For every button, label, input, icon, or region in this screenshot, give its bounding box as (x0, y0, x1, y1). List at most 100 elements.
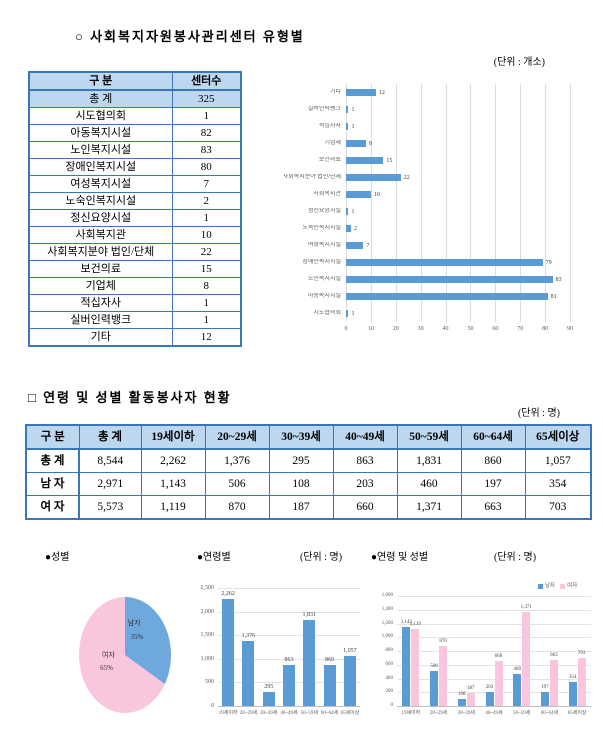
x-tick-label: 60 (492, 326, 499, 332)
bar (540, 692, 549, 706)
bar (323, 665, 336, 706)
category-label: 30~39세 (457, 711, 475, 716)
x-tick-label: 90 (567, 326, 573, 332)
category-label: 시도협의회 (313, 310, 341, 316)
table-cell: 860 (460, 448, 526, 473)
table-cell: 82 (171, 124, 242, 142)
value-label: 863 (284, 657, 294, 664)
x-tick-label: 70 (517, 326, 524, 332)
value-label: 8 (368, 140, 372, 147)
table-cell: 정신요양시설 (28, 209, 173, 227)
value-label: 460 (513, 667, 521, 673)
table-cell: 1,143 (140, 472, 206, 496)
x-tick-label: 50 (467, 326, 474, 332)
y-tick-label: 600 (385, 661, 394, 667)
value-label: 7 (366, 242, 370, 249)
gridline (397, 664, 591, 666)
bar (303, 619, 316, 706)
gender-pie-chart: 남자 35% 여자 65% (79, 597, 171, 713)
table-cell: 노숙인복지시설 (28, 192, 173, 210)
pie-slice-value: 35% (130, 633, 144, 642)
category-label: 40~49세 (280, 711, 298, 716)
category-label: 50~59세 (513, 711, 531, 716)
value-label: 83 (555, 276, 562, 283)
gridline (397, 678, 591, 680)
table-row: 보건의료 15 (28, 260, 242, 278)
x-tick-label: 20 (392, 326, 399, 332)
table-cell: 203 (332, 472, 398, 496)
y-tick-label: 0 (390, 703, 394, 708)
bar (457, 698, 466, 706)
table-row: 아동복지시설 82 (28, 124, 242, 142)
value-label: 660 (494, 653, 503, 659)
bar (549, 660, 558, 706)
value-label: 197 (541, 685, 549, 691)
legend-swatch (538, 584, 543, 590)
table-cell: 703 (524, 495, 592, 520)
bar (346, 174, 401, 181)
table-cell: 여성복지시설 (28, 175, 173, 193)
table-row: 정신요양시설 1 (28, 209, 242, 227)
bar (346, 208, 349, 215)
section1-unit-note: (단위 : 개소) (493, 57, 545, 68)
bar (402, 627, 411, 706)
category-label: 노숙인복지시설 (302, 225, 341, 231)
legend-swatch (560, 584, 566, 590)
value-label: 203 (485, 685, 494, 691)
table-cell: 354 (524, 472, 592, 496)
bar (222, 599, 235, 706)
column-header: 65세이상 (524, 424, 592, 450)
bar (346, 157, 384, 164)
gridline (397, 651, 591, 652)
table-cell: 남 자 (25, 472, 80, 496)
bar (346, 259, 543, 266)
table-cell: 노인복지시설 (28, 141, 173, 159)
value-label: 79 (545, 259, 552, 266)
gridline (397, 596, 591, 597)
category-label: 노인복지시설 (307, 276, 341, 282)
table-cell: 사회복지분야 법인/단체 (28, 243, 173, 261)
category-label: 사회복지분야 법인/단체 (284, 174, 341, 180)
table-cell: 325 (171, 89, 242, 108)
value-label: 81 (550, 293, 557, 300)
table-row: 총 계 8,544 2,262 1,376 295 863 1,831 860 1,057 (25, 448, 592, 473)
table-cell: 863 (332, 448, 398, 473)
column-header: 센터수 (171, 71, 242, 91)
x-tick-label: 0 (344, 326, 348, 332)
bar (346, 225, 351, 232)
table-cell: 10 (171, 226, 242, 244)
table-row: 사회복지관 10 (28, 226, 242, 244)
table-header-row: 구 분 센터수 (28, 71, 242, 91)
category-label: 기타 (329, 89, 341, 95)
table-cell: 2,262 (140, 448, 206, 473)
table-cell: 총 계 (28, 89, 173, 108)
table-cell: 8 (171, 277, 242, 295)
table-cell: 7 (171, 175, 242, 193)
section2-title: □ 연령 및 성별 활동봉사자 현황 (28, 390, 232, 405)
y-tick-label: 1,200 (381, 620, 393, 626)
table-cell: 2,971 (78, 472, 142, 496)
bar (439, 646, 448, 706)
age-bar-chart: 0 500 1,000 1,500 2,000 2,500 2,262 19세이하 1,376 2… (196, 580, 366, 735)
table-cell: 여 자 (25, 495, 80, 520)
value-label: 354 (568, 674, 577, 680)
table-row: 노숙인복지시설 2 (28, 192, 242, 210)
value-label: 1,057 (343, 648, 357, 655)
table-cell: 총 계 (25, 448, 80, 473)
legend-label: 여자 (567, 583, 578, 589)
column-header: 19세이하 (140, 424, 206, 450)
x-tick-label: 40 (442, 326, 449, 332)
y-tick-label: 0 (211, 703, 214, 709)
table-cell: 15 (171, 260, 242, 278)
bar (346, 191, 371, 198)
table-cell: 187 (268, 495, 334, 520)
table-cell: 아동복지시설 (28, 124, 173, 142)
section2-unit-note: (단위 : 명) (517, 408, 560, 419)
table-cell: 실버인력뱅크 (28, 311, 173, 329)
category-label: 65세이상 (340, 711, 360, 716)
gridline (520, 84, 522, 322)
value-label: 1 (351, 123, 355, 130)
bar (346, 89, 376, 96)
gridline (370, 84, 372, 322)
